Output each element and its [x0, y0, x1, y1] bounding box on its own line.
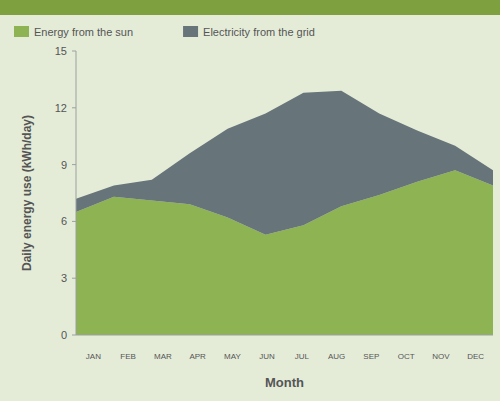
x-tick-label: NOV — [432, 352, 450, 361]
y-tick-label: 3 — [61, 272, 67, 284]
plot-area — [76, 91, 493, 335]
x-tick-label: DEC — [467, 352, 484, 361]
y-tick-label: 0 — [61, 329, 67, 341]
top-band — [0, 0, 500, 15]
legend-swatch — [183, 26, 198, 37]
legend-label: Energy from the sun — [34, 26, 133, 38]
y-axis-line — [76, 51, 77, 335]
y-tick — [72, 164, 76, 165]
legend-swatch — [14, 26, 29, 37]
x-tick-label: SEP — [363, 352, 379, 361]
y-tick — [72, 278, 76, 279]
y-tick-label: 12 — [55, 102, 67, 114]
x-tick-label: FEB — [120, 352, 136, 361]
x-tick-label: JUN — [259, 352, 275, 361]
area-series — [76, 91, 493, 235]
x-axis-title: Month — [265, 375, 304, 390]
y-tick-label: 15 — [55, 45, 67, 57]
y-axis-title: Daily energy use (kWh/day) — [20, 115, 34, 271]
y-tick-label: 9 — [61, 159, 67, 171]
x-tick-label: JUL — [295, 352, 310, 361]
x-tick-label: MAY — [224, 352, 241, 361]
chart: 0 3 6 9 12 15 JAN FEB MAR APR MAY JUN JUL AUG SEP OCT NO… — [0, 0, 500, 401]
background — [0, 0, 500, 401]
y-tick — [72, 335, 76, 336]
x-tick-label: MAR — [154, 352, 172, 361]
y-tick — [72, 221, 76, 222]
x-tick-label: APR — [189, 352, 206, 361]
y-tick — [72, 107, 76, 108]
y-tick — [72, 51, 76, 52]
legend-label: Electricity from the grid — [203, 26, 315, 38]
x-tick-label: OCT — [398, 352, 415, 361]
x-tick-label: AUG — [328, 352, 345, 361]
y-tick-label: 6 — [61, 215, 67, 227]
x-tick-label: JAN — [86, 352, 101, 361]
x-axis-line — [76, 335, 493, 336]
